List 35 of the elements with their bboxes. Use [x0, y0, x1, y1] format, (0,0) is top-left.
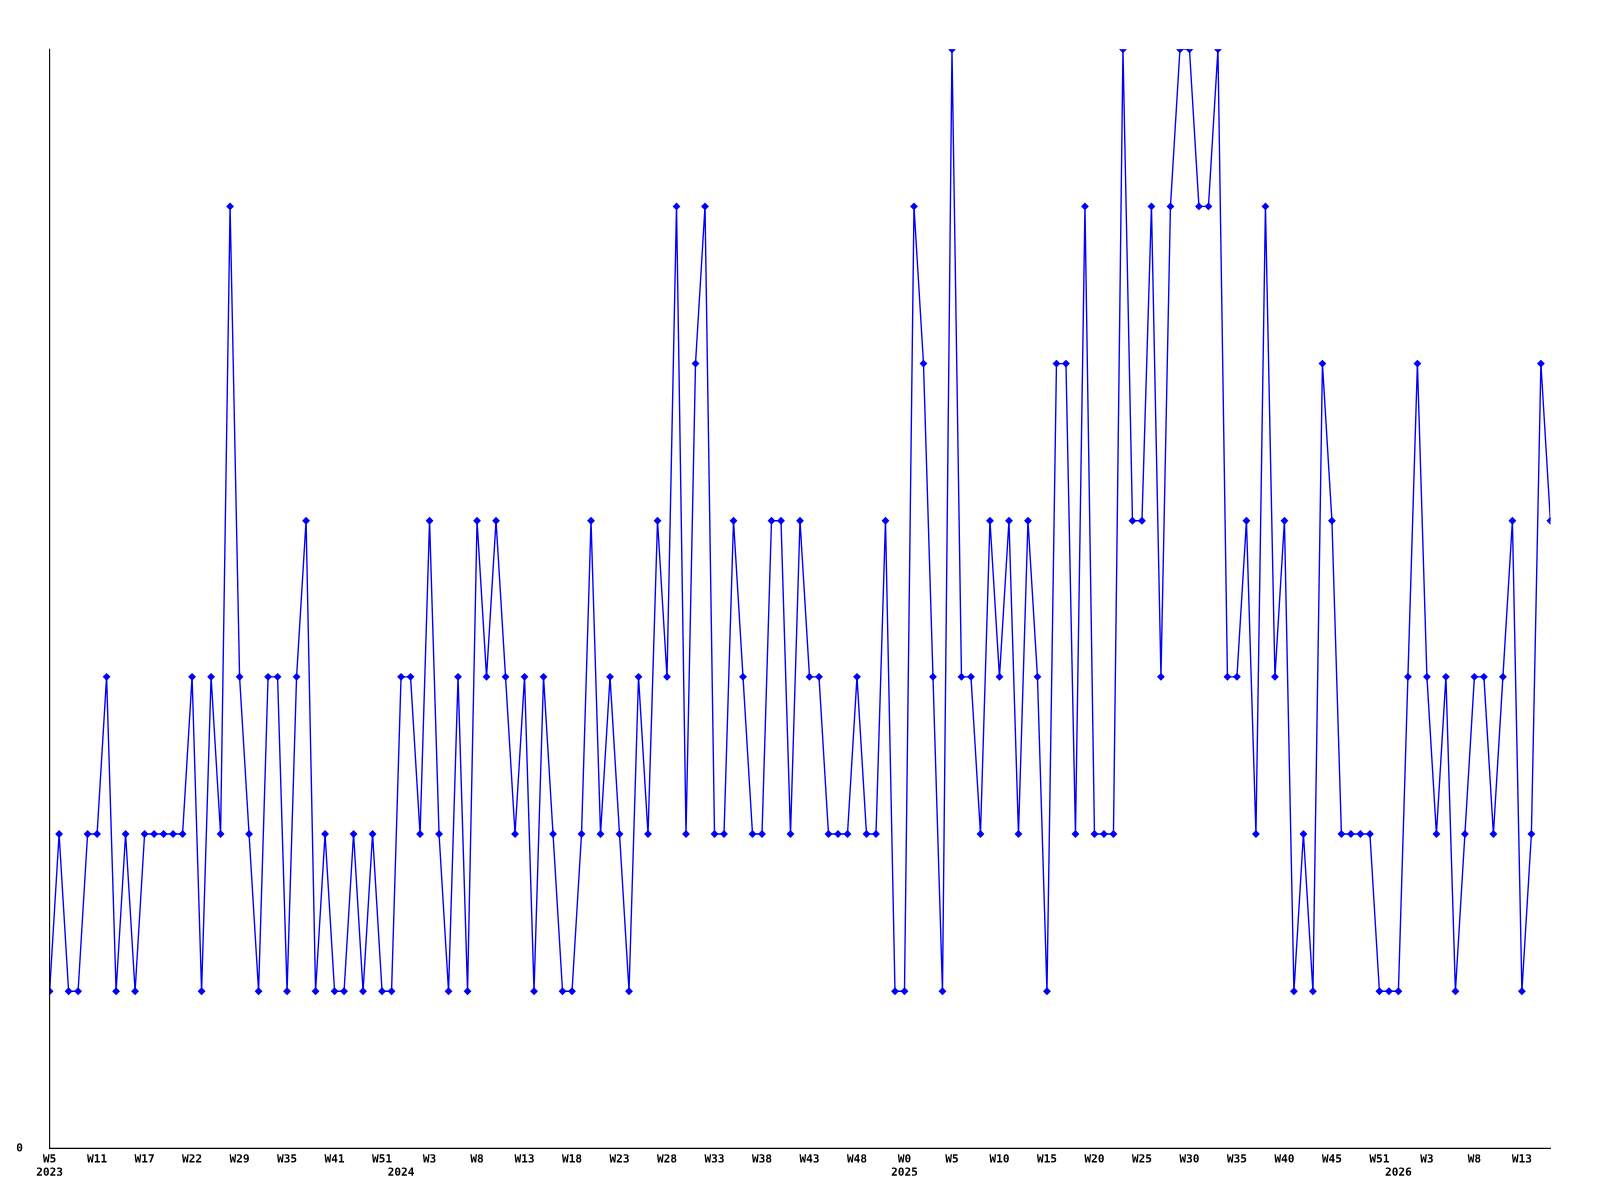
x-tick-label: W28 — [656, 1154, 677, 1163]
x-tick-label: 2026 — [1385, 1167, 1412, 1176]
x-tick-label: W43 — [799, 1154, 819, 1163]
x-tick-label: W0 2025 — [891, 1154, 918, 1176]
x-tick-label: W11 — [87, 1154, 107, 1163]
x-tick-label: 2024 — [388, 1167, 414, 1176]
x-tick-label: W25 — [1131, 1154, 1152, 1163]
x-tick-label: W18 — [562, 1154, 582, 1163]
x-tick-label: W3 — [422, 1154, 436, 1163]
x-tick-label: W13 — [1511, 1154, 1532, 1163]
x-tick-label: W5 2023 — [36, 1154, 63, 1176]
x-tick-label: W20 — [1084, 1154, 1104, 1163]
x-tick-label: W51 — [372, 1154, 392, 1163]
x-tick-label: W45 — [1321, 1154, 1342, 1163]
x-tick-label: W41 — [324, 1154, 345, 1163]
x-tick-label: W10 — [989, 1154, 1009, 1163]
x-tick-label: W23 — [609, 1154, 629, 1163]
x-tick-label: W29 — [229, 1154, 249, 1163]
x-tick-label: W35 — [1226, 1154, 1247, 1163]
x-tick-label: W3 — [1420, 1154, 1433, 1163]
x-tick-label: W51 — [1369, 1154, 1389, 1163]
x-tick-label: W13 — [514, 1154, 534, 1163]
x-tick-label: W8 — [1467, 1154, 1481, 1163]
x-tick-label: W22 — [182, 1154, 202, 1163]
x-tick-label: W8 — [470, 1154, 484, 1163]
x-tick-label: W35 — [277, 1154, 297, 1163]
x-tick-label: W17 — [134, 1154, 154, 1163]
x-tick-label: W40 — [1274, 1154, 1294, 1163]
x-tick-label: W15 — [1036, 1154, 1057, 1163]
x-tick-label: W33 — [704, 1154, 724, 1163]
x-tick-label: W5 — [945, 1154, 958, 1163]
x-tick-label: W38 — [751, 1154, 772, 1163]
x-tick-label: W48 — [846, 1154, 867, 1163]
x-tick-label: W30 — [1179, 1154, 1199, 1163]
text: 0 — [16, 1143, 23, 1152]
